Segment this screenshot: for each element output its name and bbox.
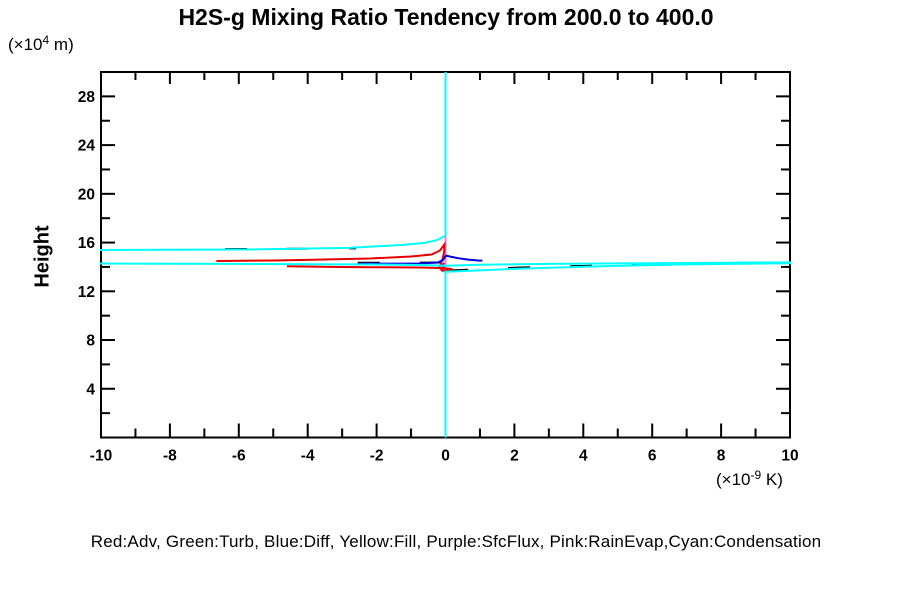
x-tick-label: 10 (781, 448, 798, 465)
legend-text: Red:Adv, Green:Turb, Blue:Diff, Yellow:F… (90, 532, 822, 551)
x-axis-unit-label: (×10-9 K) (716, 468, 783, 490)
y-unit-suffix: m) (49, 35, 74, 54)
x-tick-label: -2 (370, 448, 384, 465)
x-tick-label: -10 (90, 448, 112, 465)
y-unit-prefix: (×10 (8, 35, 43, 54)
series-condensation-line (100, 72, 791, 438)
x-unit-suffix: K) (761, 470, 783, 489)
x-unit-prefix: (×10 (716, 470, 751, 489)
y-tick-label: 24 (78, 138, 96, 155)
x-unit-exponent: -9 (750, 468, 762, 482)
x-tick-label: 0 (441, 448, 450, 465)
x-tick-label: -4 (301, 448, 315, 465)
y-unit-exponent: 4 (42, 33, 50, 47)
x-tick-label: 2 (510, 448, 519, 465)
series-diff-line (359, 254, 483, 265)
series-group (100, 72, 791, 438)
y-tick-label: 8 (86, 333, 95, 350)
y-tick-label: 20 (78, 186, 95, 203)
x-tick-label: 4 (579, 448, 588, 465)
y-axis-unit-label: (×104 m) (8, 33, 74, 55)
y-tick-label: 12 (78, 284, 95, 301)
x-tick-label: 8 (717, 448, 726, 465)
x-tick-label: -8 (163, 448, 177, 465)
chart-title: H2S-g Mixing Ratio Tendency from 200.0 t… (178, 4, 714, 30)
x-tick-label: -6 (232, 448, 246, 465)
y-tick-label: 28 (78, 89, 96, 106)
x-tick-label: 6 (648, 448, 657, 465)
y-tick-label: 16 (78, 235, 96, 252)
y-tick-label: 4 (86, 381, 95, 398)
